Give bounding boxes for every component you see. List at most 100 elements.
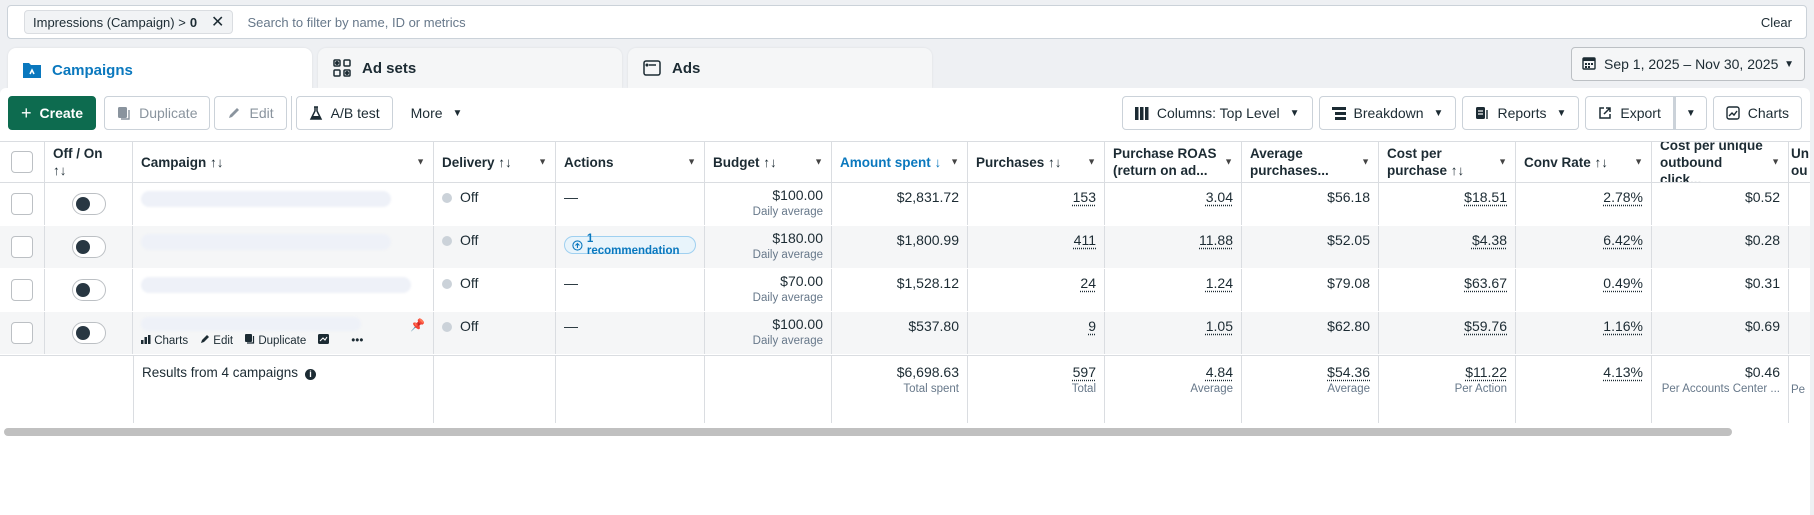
campaign-toggle[interactable] — [71, 193, 106, 215]
conv-rate-value[interactable]: 2.78% — [1603, 189, 1643, 205]
table-row[interactable]: Off — $100.00 Daily average $2,831.72 153… — [0, 183, 1810, 226]
col-cost-per-purchase[interactable]: Cost per purchase ↑↓ ▼ — [1379, 142, 1516, 182]
caret-down-icon[interactable]: ▼ — [1361, 156, 1370, 167]
select-all-checkbox[interactable] — [11, 151, 33, 173]
close-icon[interactable]: ✕ — [211, 14, 225, 31]
col-off-on[interactable]: Off / On ↑↓ — [45, 142, 133, 182]
caret-down-icon[interactable]: ▼ — [1771, 156, 1780, 167]
campaign-toggle[interactable] — [71, 279, 106, 301]
roas-value[interactable]: 3.04 — [1205, 189, 1233, 205]
col-amount-spent[interactable]: Amount spent ↓ ▼ — [832, 142, 968, 182]
reports-button[interactable]: Reports ▼ — [1462, 96, 1580, 130]
caret-down-icon[interactable]: ▼ — [814, 156, 823, 167]
row-checkbox[interactable] — [11, 279, 33, 301]
caret-down-icon[interactable]: ▼ — [1087, 156, 1096, 167]
pin-icon[interactable]: 📌 — [410, 318, 425, 332]
conv-rate-value[interactable]: 6.42% — [1603, 232, 1643, 248]
filter-chip[interactable]: Impressions (Campaign) > 0 ✕ — [24, 10, 234, 34]
conv-rate-value[interactable]: 1.16% — [1603, 318, 1643, 334]
campaign-name-cell[interactable] — [133, 269, 434, 311]
campaign-toggle[interactable] — [71, 322, 106, 344]
col-campaign[interactable]: Campaign ↑↓ ▼ — [133, 142, 434, 182]
row-checkbox[interactable] — [11, 193, 33, 215]
tab-campaigns[interactable]: Campaigns — [8, 48, 312, 92]
cost-per-purchase-value[interactable]: $59.76 — [1464, 318, 1507, 334]
campaign-name-cell[interactable] — [133, 183, 434, 225]
campaign-toggle[interactable] — [71, 236, 106, 258]
clear-button[interactable]: Clear — [1760, 14, 1792, 30]
col-delivery[interactable]: Delivery ↑↓ ▼ — [434, 142, 556, 182]
ab-test-button[interactable]: A/B test — [295, 96, 393, 130]
col-avg-purchases[interactable]: Average purchases... ▼ — [1242, 142, 1379, 182]
conv-rate-value[interactable]: 0.49% — [1603, 275, 1643, 291]
more-button[interactable]: More ▼ — [398, 96, 475, 130]
row-checkbox[interactable] — [11, 236, 33, 258]
caret-down-icon[interactable]: ▼ — [1224, 156, 1233, 167]
columns-button[interactable]: Columns: Top Level ▼ — [1121, 96, 1313, 130]
col-purchases[interactable]: Purchases ↑↓ ▼ — [968, 142, 1105, 182]
row-compare-button[interactable] — [318, 334, 330, 347]
avg-purchases-cell: $62.80 — [1242, 312, 1379, 354]
duplicate-button[interactable]: Duplicate — [104, 96, 211, 130]
cost-per-purchase-value[interactable]: $4.38 — [1471, 232, 1507, 248]
col-cost-per-unique[interactable]: Cost per unique outbound click... ▼ — [1652, 142, 1789, 182]
row-duplicate-button[interactable]: Duplicate — [245, 334, 306, 347]
col-label: Campaign ↑↓ — [141, 154, 224, 170]
row-checkbox[interactable] — [11, 322, 33, 344]
search-input[interactable] — [247, 14, 1761, 30]
roas-value[interactable]: 11.88 — [1199, 232, 1233, 248]
roas-value[interactable]: 1.05 — [1205, 318, 1233, 334]
avg-roas[interactable]: 4.84 — [1205, 364, 1233, 380]
campaign-name-redacted[interactable] — [141, 277, 411, 293]
tab-ads[interactable]: Ads — [628, 48, 932, 88]
col-unique[interactable]: Un ou — [1789, 142, 1810, 182]
total-conv-rate[interactable]: 4.13% — [1603, 364, 1643, 380]
more-options-icon[interactable]: ••• — [351, 334, 364, 347]
tab-ad-sets[interactable]: Ad sets — [318, 48, 622, 88]
budget-cell: $100.00 Daily average — [705, 312, 832, 354]
caret-down-icon[interactable]: ▼ — [1634, 156, 1643, 167]
purchases-value[interactable]: 24 — [1080, 275, 1096, 291]
export-dropdown-button[interactable]: ▼ — [1673, 96, 1707, 130]
export-button[interactable]: Export — [1585, 96, 1674, 130]
avg-purchases-total[interactable]: $54.36 — [1327, 364, 1370, 380]
charts-button[interactable]: Charts — [1712, 96, 1802, 130]
caret-down-icon[interactable]: ▼ — [1498, 156, 1507, 167]
date-range-picker[interactable]: Sep 1, 2025 – Nov 30, 2025 ▼ — [1571, 47, 1805, 81]
table-row[interactable]: Off — $70.00 Daily average $1,528.12 24 1… — [0, 269, 1810, 312]
info-icon[interactable]: i — [304, 369, 316, 380]
recommendation-badge[interactable]: 1 recommendation — [564, 233, 696, 257]
delivery-status: Off — [460, 232, 479, 248]
caret-down-icon[interactable]: ▼ — [950, 156, 959, 167]
table-row[interactable]: Off 1 recommendation $180.00 Daily averag… — [0, 226, 1810, 269]
row-edit-button[interactable]: Edit — [200, 334, 233, 347]
col-budget[interactable]: Budget ↑↓ ▼ — [705, 142, 832, 182]
cost-per-purchase-value[interactable]: $63.67 — [1464, 275, 1507, 291]
total-purchases[interactable]: 597 — [1072, 364, 1096, 380]
col-roas[interactable]: Purchase ROAS (return on ad... ▼ — [1105, 142, 1242, 182]
campaign-name-redacted[interactable] — [141, 191, 391, 207]
purchases-value[interactable]: 153 — [1072, 189, 1096, 205]
cost-per-purchase-value[interactable]: $18.51 — [1464, 189, 1507, 205]
purchases-value[interactable]: 411 — [1073, 232, 1096, 248]
purchases-value[interactable]: 9 — [1088, 318, 1096, 334]
horizontal-scrollbar[interactable] — [4, 428, 1732, 436]
edit-button[interactable]: Edit — [214, 96, 287, 130]
row-charts-button[interactable]: Charts — [141, 334, 188, 347]
total-cost-per-purchase[interactable]: $11.22 — [1465, 364, 1507, 380]
table-header: Off / On ↑↓ Campaign ↑↓ ▼ Delivery ↑↓ ▼ Ac… — [0, 142, 1810, 183]
caret-down-icon[interactable]: ▼ — [687, 156, 696, 167]
campaign-name-redacted[interactable] — [141, 234, 391, 250]
campaign-name-redacted[interactable] — [141, 317, 361, 331]
caret-down-icon[interactable]: ▼ — [416, 156, 425, 167]
campaign-name-cell[interactable] — [133, 226, 434, 268]
col-actions[interactable]: Actions ▼ — [556, 142, 705, 182]
ab-test-label: A/B test — [330, 105, 380, 121]
roas-value[interactable]: 1.24 — [1205, 275, 1233, 291]
breakdown-button[interactable]: Breakdown ▼ — [1318, 96, 1457, 130]
create-button[interactable]: + Create — [8, 96, 97, 130]
col-conv-rate[interactable]: Conv Rate ↑↓ ▼ — [1516, 142, 1652, 182]
caret-down-icon[interactable]: ▼ — [538, 156, 547, 167]
table-row[interactable]: 📌 Charts Edit Duplicate ••• Off — $100.0… — [0, 312, 1810, 355]
campaign-name-cell[interactable]: 📌 Charts Edit Duplicate ••• — [133, 312, 434, 354]
